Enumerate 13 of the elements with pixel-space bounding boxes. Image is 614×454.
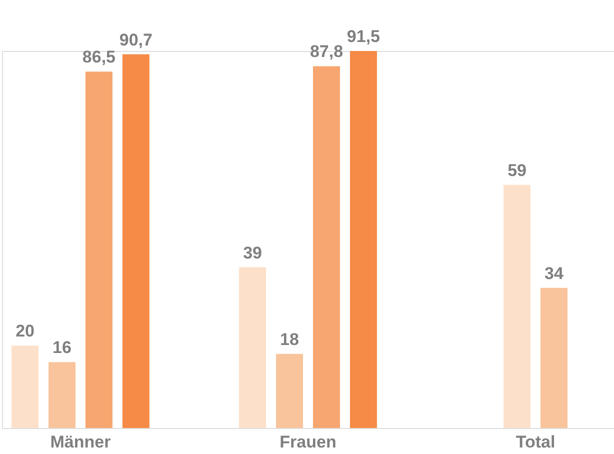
- data-label: 18: [280, 330, 299, 349]
- data-label: 86,5: [82, 48, 116, 67]
- data-label: 20: [16, 322, 34, 341]
- x-tick-label: Total: [516, 432, 556, 452]
- data-label: 87,8: [310, 42, 344, 62]
- x-tick-label: Männer: [50, 432, 112, 452]
- data-label: 91,5: [346, 27, 380, 46]
- data-label: 59: [508, 160, 526, 180]
- data-label: 34: [544, 264, 564, 283]
- data-label: 90,7: [119, 30, 152, 50]
- data-label: 39: [243, 243, 262, 262]
- x-tick-label: Frauen: [280, 432, 336, 452]
- data-label: 16: [52, 338, 72, 358]
